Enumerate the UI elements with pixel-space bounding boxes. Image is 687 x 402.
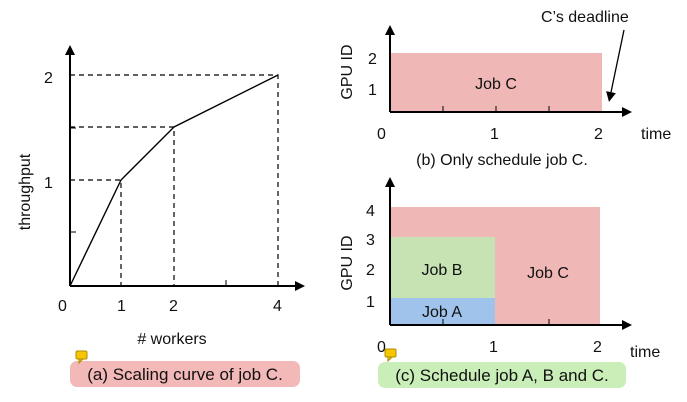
panel-a-guide-1: [70, 179, 122, 286]
panel-a-scaling-line: [69, 74, 279, 287]
panel-c-xlabel: time: [630, 344, 660, 361]
comment-icon[interactable]: [384, 348, 397, 363]
panel-c-y-tick-label: 4: [366, 203, 375, 220]
panel-a-x-tick-label: 1: [117, 298, 126, 315]
panel-b-y-tick-label: 1: [368, 82, 377, 99]
panel-c-job-a-label: Job A: [422, 304, 462, 321]
panel-c-ylabel: GPU ID: [339, 235, 356, 290]
panel-c-y-tick-label: 3: [366, 232, 375, 249]
panel-c-x-tick-label: 1: [489, 339, 498, 356]
panel-b-ylabel: GPU ID: [339, 44, 356, 99]
panel-c-y-tick-label: 2: [366, 262, 375, 279]
panel-a-x-tick-label: 0: [58, 298, 67, 315]
panel-c-x-tick-label: 0: [377, 339, 386, 356]
panel-a-x-tick-label: 2: [169, 298, 178, 315]
panel-b-job-c-label: Job C: [475, 76, 517, 93]
panel-c-job-b-label: Job B: [422, 262, 463, 279]
panel-b-schedule-c: Job C 2 1 0 1 2 GPU ID time C’s deadline…: [339, 9, 671, 169]
panel-c-x-tick-label: 2: [593, 339, 602, 356]
panel-b-deadline-label: C’s deadline: [541, 9, 629, 26]
comment-icon[interactable]: [75, 350, 88, 365]
panel-a-guide-2: [70, 126, 175, 286]
panel-b-job-c-block: [390, 53, 602, 112]
panel-a-caption-highlight: [70, 361, 300, 387]
panel-c-caption: (c) Schedule job A, B and C.: [395, 366, 609, 385]
panel-a-xlabel: # workers: [137, 331, 206, 348]
panel-b-x-tick-label: 0: [377, 126, 386, 143]
panel-a-y-tick-label: 2: [44, 70, 53, 87]
panel-a-y-tick-label: 1: [44, 175, 53, 192]
panel-b-caption: (b) Only schedule job C.: [416, 152, 588, 169]
panel-a-x-tick-label: 4: [273, 298, 282, 315]
panel-a-caption: (a) Scaling curve of job C.: [87, 365, 283, 384]
panel-c-job-b-block: [390, 237, 495, 298]
panel-a-ylabel: throughput: [17, 153, 34, 230]
panel-b-xlabel: time: [641, 126, 671, 143]
panel-c-schedule-abc: Job B Job A Job C 4 3 2 1 0 1 2 GPU ID t…: [339, 177, 660, 388]
panel-b-x-tick-label: 2: [594, 126, 603, 143]
panel-c-y-tick-label: 1: [366, 294, 375, 311]
panel-b-x-tick-label: 1: [490, 126, 499, 143]
panel-a-scaling-curve: 2 1 0 1 2 4 throughput # workers (a) Sca…: [17, 45, 305, 387]
panel-b-deadline-arrow: [606, 29, 625, 102]
panel-c-job-c-label: Job C: [527, 265, 569, 282]
panel-c-caption-highlight: [378, 362, 626, 388]
panel-b-y-tick-label: 2: [368, 51, 377, 68]
